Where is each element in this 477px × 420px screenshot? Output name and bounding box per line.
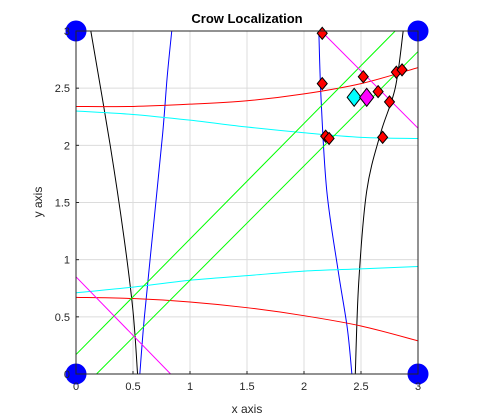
cyan-curve xyxy=(76,266,418,294)
red-curve xyxy=(76,67,418,108)
candidate-point xyxy=(372,84,384,99)
x-tick-label: 2.5 xyxy=(353,381,368,393)
x-tick-label: 3 xyxy=(415,381,421,393)
green-curve xyxy=(76,31,396,355)
estimate-point xyxy=(359,87,375,108)
candidate-point xyxy=(396,63,408,77)
y-tick-label: 0 xyxy=(64,369,70,381)
x-tick-label: 2 xyxy=(301,381,307,393)
y-tick-label: 2 xyxy=(64,140,70,152)
candidate-point xyxy=(316,76,328,91)
blue-curve xyxy=(318,31,353,374)
data-curves xyxy=(76,31,418,374)
y-axis-label: y axis xyxy=(31,187,45,218)
magenta-curve xyxy=(320,31,418,129)
red-curve xyxy=(76,296,418,342)
x-tick-label: 0 xyxy=(73,381,79,393)
cyan-curve xyxy=(76,110,418,139)
estimate-point xyxy=(346,87,362,108)
y-tick-label: 1.5 xyxy=(55,198,70,210)
candidate-point xyxy=(357,69,369,84)
x-axis-label: x axis xyxy=(232,402,263,416)
axis-ticks: 0 0.5 1 1.5 2 2.5 3 0 0.5 1 1.5 2 2.5 3 xyxy=(55,26,421,393)
x-tick-label: 0.5 xyxy=(125,381,140,393)
candidate-point xyxy=(383,95,396,109)
y-tick-label: 3 xyxy=(64,26,70,38)
y-tick-label: 2.5 xyxy=(55,83,70,95)
x-tick-label: 1.5 xyxy=(239,381,254,393)
chart-title: Crow Localization xyxy=(191,11,302,26)
black-curve xyxy=(354,31,404,374)
x-tick-label: 1 xyxy=(187,381,193,393)
blue-curve xyxy=(139,31,173,374)
candidate-point xyxy=(377,130,389,145)
candidate-point xyxy=(323,131,335,146)
black-curve xyxy=(90,31,139,374)
magenta-curve xyxy=(76,276,171,374)
green-curve xyxy=(96,51,418,374)
y-tick-label: 0.5 xyxy=(55,312,70,324)
y-tick-label: 1 xyxy=(64,255,70,267)
